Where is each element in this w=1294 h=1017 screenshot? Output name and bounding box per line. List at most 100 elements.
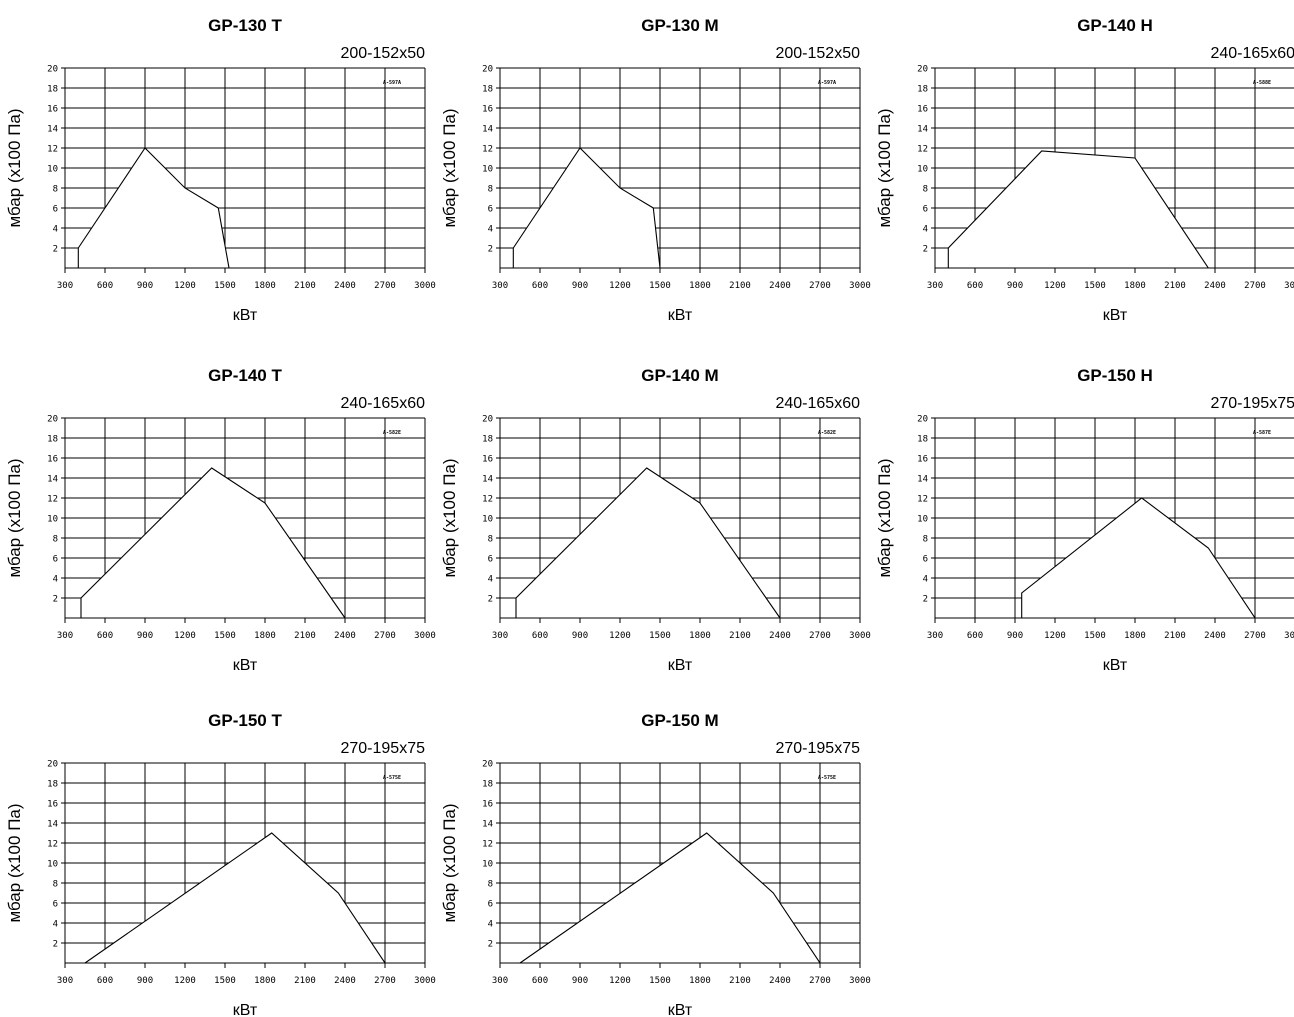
y-tick-label: 20 [47,65,58,75]
chart-subtitle: 270-195x75 [340,740,425,757]
y-tick-label: 2 [923,595,928,605]
y-tick-label: 16 [47,105,58,115]
x-tick-label: 900 [137,631,153,641]
chart-title: GP-150 M [641,711,718,730]
y-tick-label: 6 [53,555,58,565]
chart-title: GP-130 M [641,16,718,35]
y-axis-label: мбар (x100 Па) [5,108,24,227]
operating-range-curve [1021,497,1257,619]
chart-svg: GP-130 M 200-152x50 300 600 900 1200 1500 1800 2… [440,16,871,324]
drawing-code: A-575E [383,775,401,781]
y-tick-label: 18 [482,780,493,790]
y-tick-label: 14 [482,475,493,485]
y-tick-label: 16 [917,105,928,115]
x-tick-label: 1500 [1084,281,1106,291]
chart-svg: GP-150 M 270-195x75 300 600 900 1200 1500 1800 2… [440,711,871,1017]
x-tick-label: 1500 [649,976,671,986]
x-axis-label: кВт [233,307,258,324]
y-tick-label: 18 [917,435,928,445]
x-tick-label: 2700 [809,281,831,291]
x-tick-label: 1800 [254,281,276,291]
chart-title: GP-140 H [1077,16,1153,35]
drawing-code: A-588E [1253,80,1271,86]
y-tick-label: 10 [47,165,58,175]
chart-panel-gp-150-m: GP-150 M 270-195x75 300 600 900 1200 1500 1800 2… [435,695,871,1017]
x-tick-label: 1800 [1124,281,1146,291]
y-tick-label: 18 [917,85,928,95]
y-axis-label: мбар (x100 Па) [875,108,894,227]
x-tick-label: 2700 [374,631,396,641]
y-tick-label: 16 [482,105,493,115]
x-tick-label: 3000 [414,281,436,291]
x-tick-label: 300 [57,281,73,291]
chart-title: GP-130 T [208,16,282,35]
y-tick-label: 10 [917,515,928,525]
x-tick-label: 1500 [214,976,236,986]
operating-range-curve [80,467,347,619]
x-tick-label: 2700 [1244,281,1266,291]
x-tick-label: 1800 [254,976,276,986]
x-tick-label: 1500 [649,631,671,641]
y-axis-label: мбар (x100 Па) [440,803,459,922]
y-tick-label: 20 [47,760,58,770]
grid-lines [496,67,861,273]
y-tick-label: 12 [47,145,58,155]
y-tick-label: 4 [923,575,928,585]
chart-subtitle: 200-152x50 [775,45,860,62]
x-tick-label: 900 [572,976,588,986]
y-tick-label: 8 [923,185,928,195]
y-axis-label: мбар (x100 Па) [875,458,894,577]
x-tick-label: 1200 [1044,281,1066,291]
chart-panel-gp-150-t: GP-150 T 270-195x75 300 600 900 1200 1500 1800 2… [0,695,436,1017]
chart-panel-gp-140-t: GP-140 T 240-165x60 300 600 900 1200 1500 1800 2… [0,350,436,674]
chart-title: GP-140 T [208,366,282,385]
x-axis-label: кВт [233,1002,258,1017]
x-tick-label: 1200 [609,631,631,641]
x-tick-label: 1800 [254,631,276,641]
y-tick-label: 8 [923,535,928,545]
y-tick-label: 14 [482,125,493,135]
x-axis-label: кВт [1103,657,1128,674]
chart-svg: GP-140 M 240-165x60 300 600 900 1200 1500 1800 2… [440,366,871,674]
x-tick-label: 2100 [1164,631,1186,641]
x-tick-label: 1500 [214,281,236,291]
y-tick-label: 20 [917,65,928,75]
y-tick-label: 4 [923,225,928,235]
chart-panel-gp-130-t: GP-130 T 200-152x50 300 600 900 1200 1500 1800 2… [0,0,436,324]
grid-lines [61,417,426,623]
y-tick-label: 14 [47,125,58,135]
chart-svg: GP-150 H 270-195x75 300 600 900 1200 1500 1800 2… [875,366,1294,674]
y-tick-label: 6 [488,555,493,565]
drawing-code: A-597A [818,80,836,86]
x-tick-label: 300 [492,631,508,641]
y-tick-label: 12 [47,840,58,850]
x-tick-label: 2100 [729,976,751,986]
x-tick-label: 300 [492,281,508,291]
y-tick-label: 4 [488,225,493,235]
x-tick-label: 2400 [334,976,356,986]
x-tick-label: 300 [492,976,508,986]
x-axis-label: кВт [668,307,693,324]
x-axis-label: кВт [1103,307,1128,324]
x-tick-label: 3000 [849,281,871,291]
y-tick-label: 20 [482,760,493,770]
y-tick-label: 6 [923,555,928,565]
x-tick-label: 1200 [609,976,631,986]
x-tick-label: 1200 [609,281,631,291]
x-tick-label: 1200 [174,976,196,986]
x-tick-label: 900 [137,281,153,291]
x-tick-label: 2700 [374,976,396,986]
y-tick-label: 14 [482,820,493,830]
y-tick-label: 10 [917,165,928,175]
chart-subtitle: 270-195x75 [1210,395,1294,412]
x-tick-label: 2400 [1204,281,1226,291]
y-tick-label: 4 [53,225,58,235]
y-tick-label: 4 [53,575,58,585]
y-tick-label: 6 [488,900,493,910]
chart-title: GP-150 H [1077,366,1153,385]
y-tick-label: 10 [482,165,493,175]
y-tick-label: 2 [53,245,58,255]
x-tick-label: 900 [1007,631,1023,641]
y-tick-label: 18 [47,85,58,95]
x-tick-label: 2100 [294,281,316,291]
